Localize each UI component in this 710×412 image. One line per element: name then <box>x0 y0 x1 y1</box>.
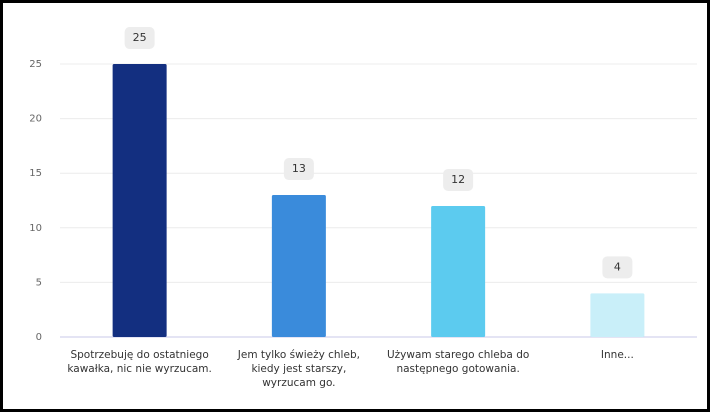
value-label: 25 <box>133 31 147 44</box>
y-tick-label: 10 <box>29 223 42 234</box>
value-label: 12 <box>451 173 465 186</box>
value-label-box <box>443 168 474 191</box>
value-label: 13 <box>292 162 306 175</box>
value-label-box <box>602 256 633 279</box>
x-tick-label: Inne... <box>600 349 634 361</box>
value-label-box <box>283 158 314 181</box>
x-tick-label: Używam starego chleba do następnego goto… <box>386 349 530 375</box>
value-label: 4 <box>614 260 621 273</box>
bar <box>590 293 645 337</box>
y-tick-label: 20 <box>29 114 42 125</box>
y-tick-label: 25 <box>29 59 42 70</box>
bar <box>271 195 326 337</box>
bar <box>112 64 167 337</box>
x-tick-label: Jem tylko świeży chleb, kiedy jest stars… <box>237 349 360 389</box>
y-tick-label: 15 <box>29 168 42 179</box>
value-label-box <box>124 27 155 49</box>
y-tick-label: 5 <box>36 277 42 288</box>
y-tick-label: 0 <box>36 332 42 343</box>
x-tick-label: Spotrzebuję do ostatniego kawałka, nic n… <box>67 349 212 375</box>
bar <box>431 205 486 337</box>
